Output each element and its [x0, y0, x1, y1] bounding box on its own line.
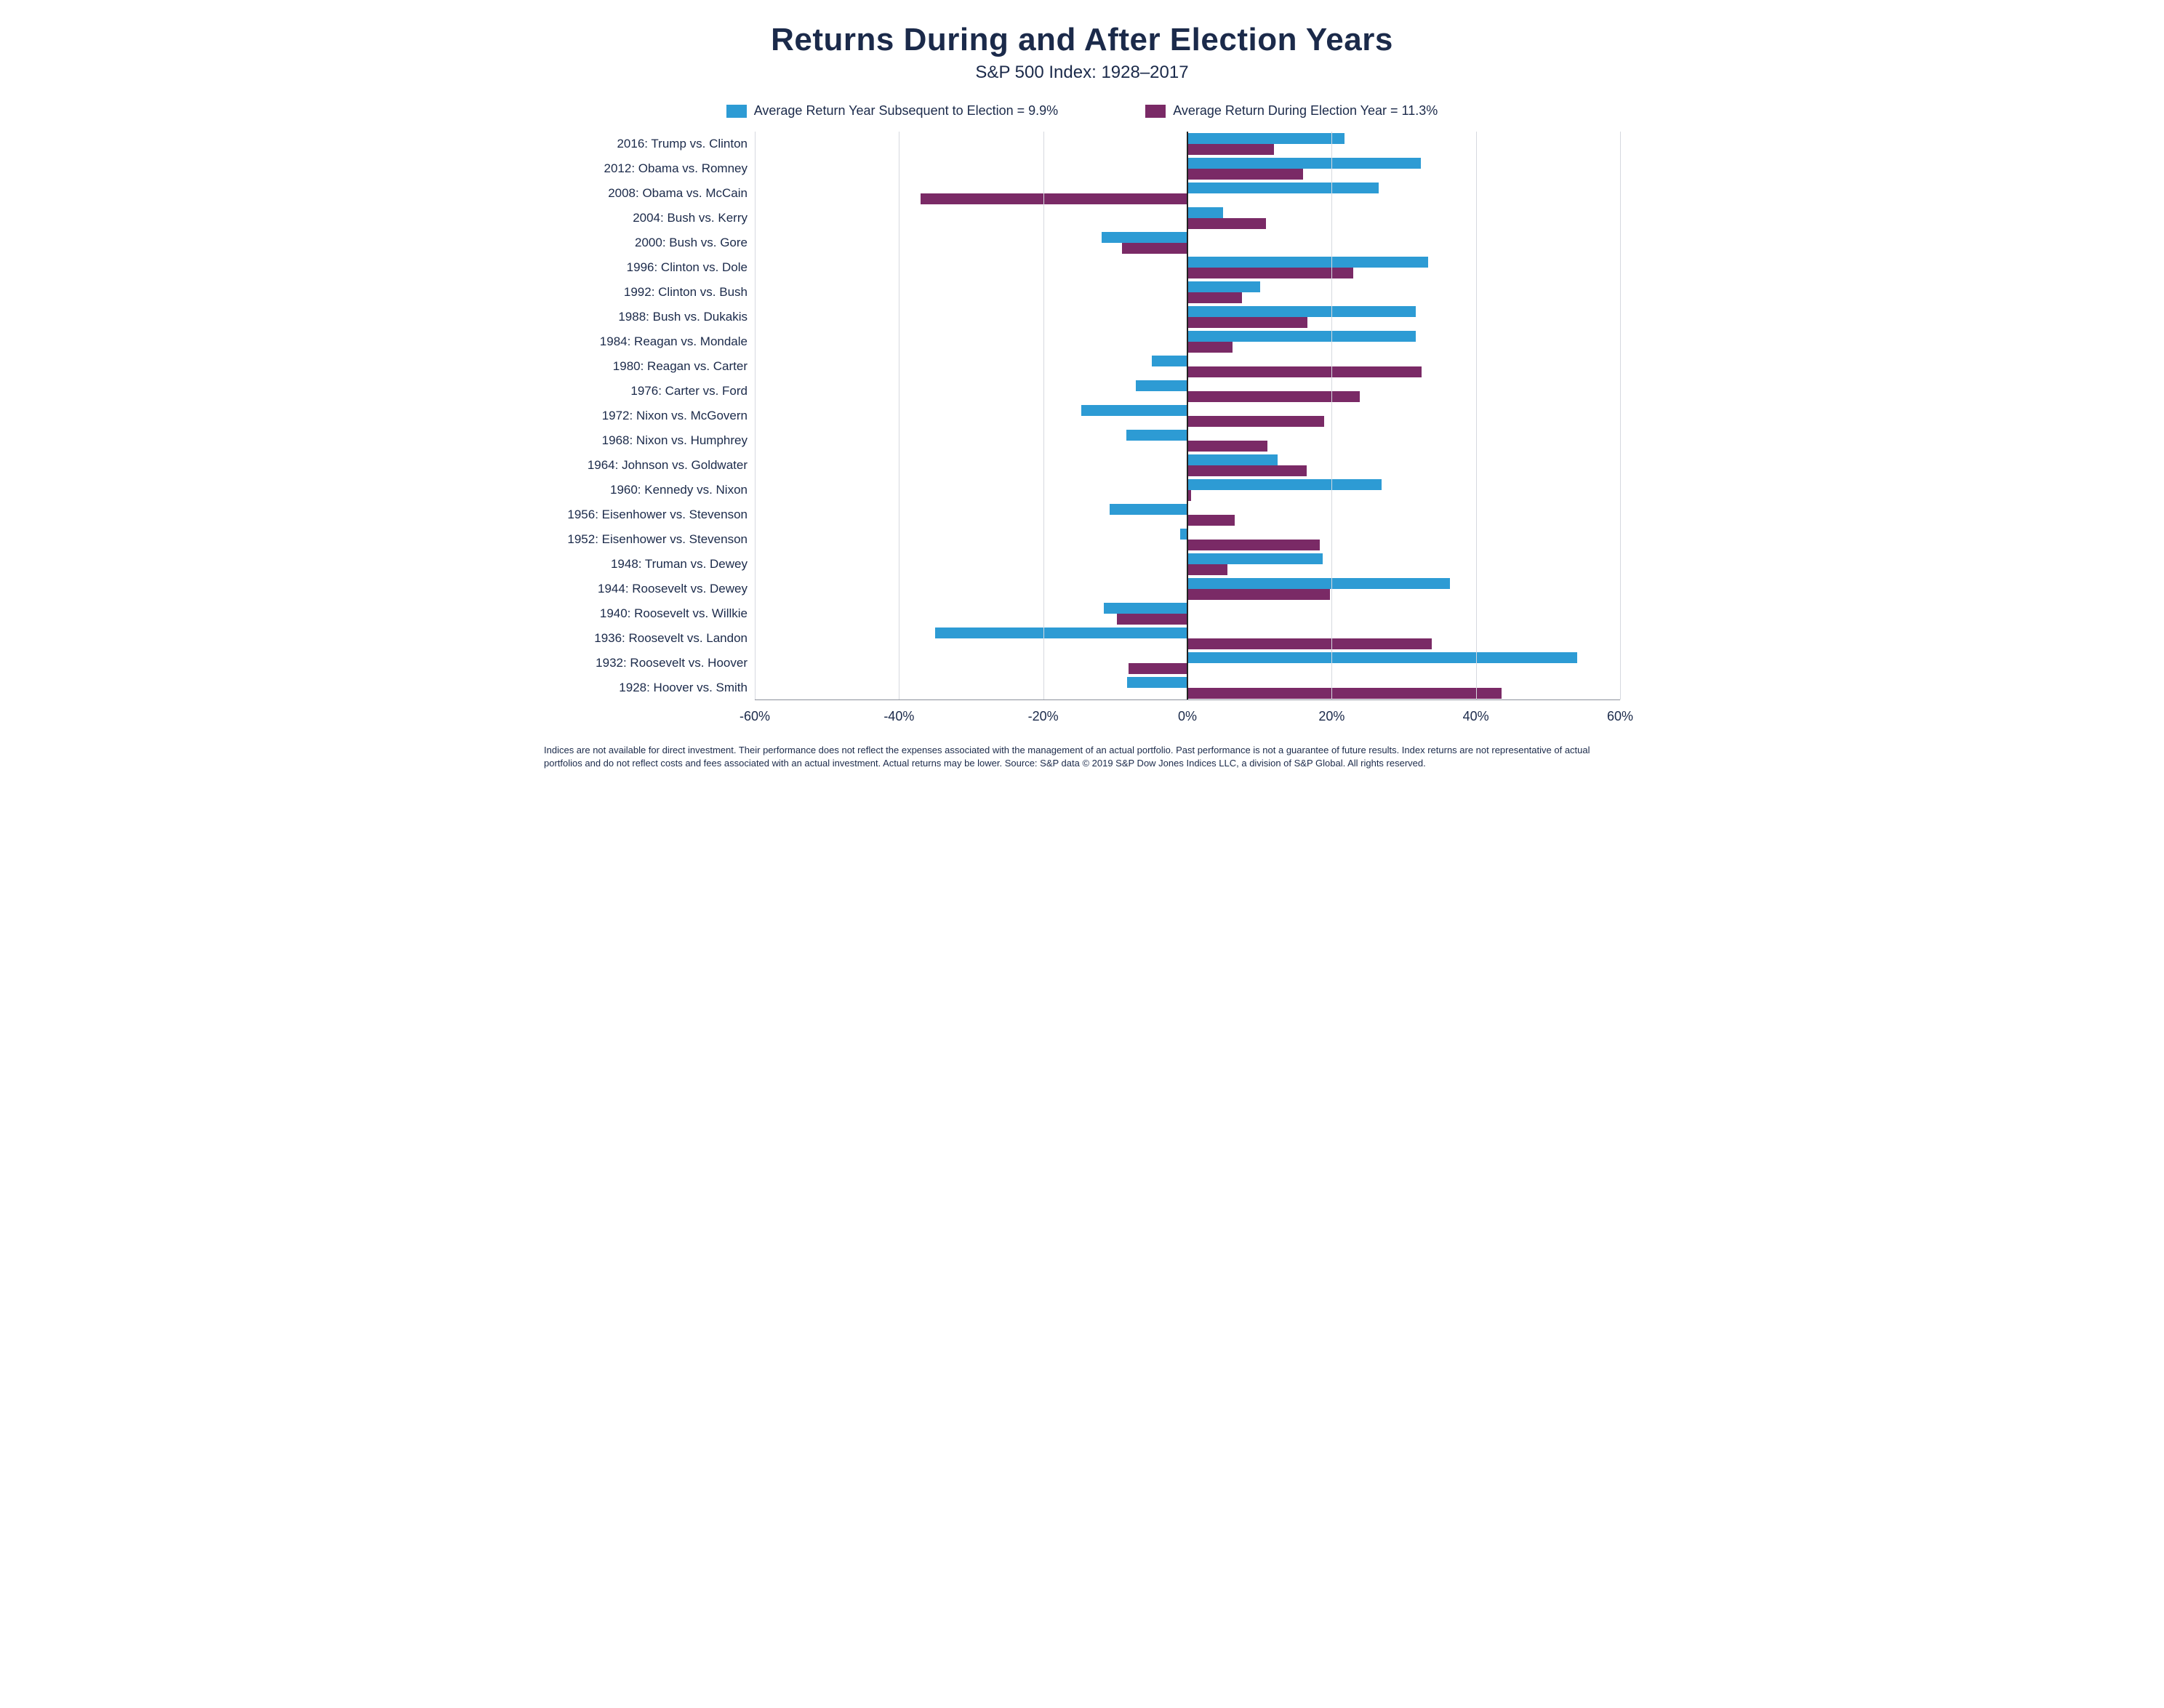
bar-during [1187, 515, 1235, 526]
bar-during [1187, 391, 1360, 402]
bar-during [921, 193, 1187, 204]
bar-subsequent [1127, 677, 1187, 688]
y-label: 2008: Obama vs. McCain [544, 181, 748, 206]
bar-during [1187, 589, 1330, 600]
x-tick: -60% [740, 709, 770, 724]
bar-during [1187, 292, 1242, 303]
y-label: 1996: Clinton vs. Dole [544, 255, 748, 280]
y-label: 2016: Trump vs. Clinton [544, 132, 748, 156]
legend-label-subsequent: Average Return Year Subsequent to Electi… [754, 103, 1058, 119]
bar-subsequent [1187, 652, 1577, 663]
y-label: 1968: Nixon vs. Humphrey [544, 428, 748, 453]
bar-during [1122, 243, 1187, 254]
y-label: 1944: Roosevelt vs. Dewey [544, 577, 748, 601]
legend-item-during: Average Return During Election Year = 11… [1145, 103, 1438, 119]
y-axis-labels: 2016: Trump vs. Clinton2012: Obama vs. R… [544, 132, 755, 731]
y-label: 1960: Kennedy vs. Nixon [544, 478, 748, 502]
bar-during [1129, 663, 1187, 674]
bar-during [1187, 317, 1307, 328]
y-label: 1980: Reagan vs. Carter [544, 354, 748, 379]
y-label: 1984: Reagan vs. Mondale [544, 329, 748, 354]
bar-during [1187, 564, 1227, 575]
x-tick: 0% [1178, 709, 1197, 724]
y-label: 1956: Eisenhower vs. Stevenson [544, 502, 748, 527]
x-tick: -20% [1028, 709, 1059, 724]
y-label: 1952: Eisenhower vs. Stevenson [544, 527, 748, 552]
bar-subsequent [1110, 504, 1187, 515]
bar-during [1187, 144, 1274, 155]
bar-subsequent [1136, 380, 1187, 391]
bar-during [1187, 366, 1422, 377]
x-tick: 40% [1463, 709, 1489, 724]
y-label: 1972: Nixon vs. McGovern [544, 404, 748, 428]
y-label: 2004: Bush vs. Kerry [544, 206, 748, 230]
gridline [755, 132, 756, 699]
x-tick: -40% [883, 709, 914, 724]
bar-subsequent [1187, 183, 1379, 193]
x-tick: 20% [1318, 709, 1345, 724]
legend-label-during: Average Return During Election Year = 11… [1173, 103, 1438, 119]
gridline [1331, 132, 1332, 699]
bar-subsequent [1187, 207, 1223, 218]
gridline [1620, 132, 1621, 699]
bar-subsequent [1187, 479, 1382, 490]
bar-during [1187, 688, 1502, 699]
bar-during [1187, 416, 1324, 427]
x-tick: 60% [1607, 709, 1633, 724]
disclaimer: Indices are not available for direct inv… [544, 744, 1620, 769]
bar-subsequent [1187, 306, 1416, 317]
y-label: 1936: Roosevelt vs. Landon [544, 626, 748, 651]
bar-subsequent [1187, 133, 1345, 144]
plot: 2016: Trump vs. Clinton2012: Obama vs. R… [544, 132, 1620, 731]
plot-area [755, 132, 1620, 700]
x-axis: -60%-40%-20%0%20%40%60% [755, 705, 1620, 731]
gridline [1476, 132, 1477, 699]
bar-during [1117, 614, 1187, 625]
y-label: 1948: Truman vs. Dewey [544, 552, 748, 577]
y-label: 1964: Johnson vs. Goldwater [544, 453, 748, 478]
bar-during [1187, 169, 1303, 180]
bar-subsequent [935, 628, 1187, 638]
y-label: 1976: Carter vs. Ford [544, 379, 748, 404]
bar-subsequent [1187, 158, 1421, 169]
chart-title: Returns During and After Election Years [544, 22, 1620, 58]
y-label: 2000: Bush vs. Gore [544, 230, 748, 255]
y-label: 1992: Clinton vs. Bush [544, 280, 748, 305]
y-label: 1932: Roosevelt vs. Hoover [544, 651, 748, 675]
zero-line [1187, 132, 1188, 699]
legend: Average Return Year Subsequent to Electi… [544, 103, 1620, 119]
legend-item-subsequent: Average Return Year Subsequent to Electi… [726, 103, 1058, 119]
chart-subtitle: S&P 500 Index: 1928–2017 [544, 63, 1620, 83]
bar-subsequent [1081, 405, 1187, 416]
y-label: 1988: Bush vs. Dukakis [544, 305, 748, 329]
bar-subsequent [1187, 578, 1450, 589]
bar-during [1187, 342, 1233, 353]
bar-during [1187, 218, 1266, 229]
legend-swatch-during [1145, 105, 1166, 118]
bar-subsequent [1187, 454, 1278, 465]
y-label: 2012: Obama vs. Romney [544, 156, 748, 181]
bar-during [1187, 268, 1353, 278]
bar-subsequent [1187, 257, 1428, 268]
legend-swatch-subsequent [726, 105, 747, 118]
y-label: 1928: Hoover vs. Smith [544, 675, 748, 700]
y-label: 1940: Roosevelt vs. Willkie [544, 601, 748, 626]
bar-subsequent [1152, 356, 1187, 366]
bar-subsequent [1187, 281, 1260, 292]
bar-subsequent [1126, 430, 1187, 441]
bar-during [1187, 540, 1320, 550]
election-returns-chart: Returns During and After Election Years … [544, 22, 1620, 769]
bar-during [1187, 441, 1267, 452]
gridline [1043, 132, 1044, 699]
bar-subsequent [1187, 331, 1416, 342]
bar-during [1187, 638, 1432, 649]
bar-subsequent [1104, 603, 1187, 614]
bar-subsequent [1187, 553, 1323, 564]
bar-during [1187, 465, 1307, 476]
bar-subsequent [1102, 232, 1187, 243]
